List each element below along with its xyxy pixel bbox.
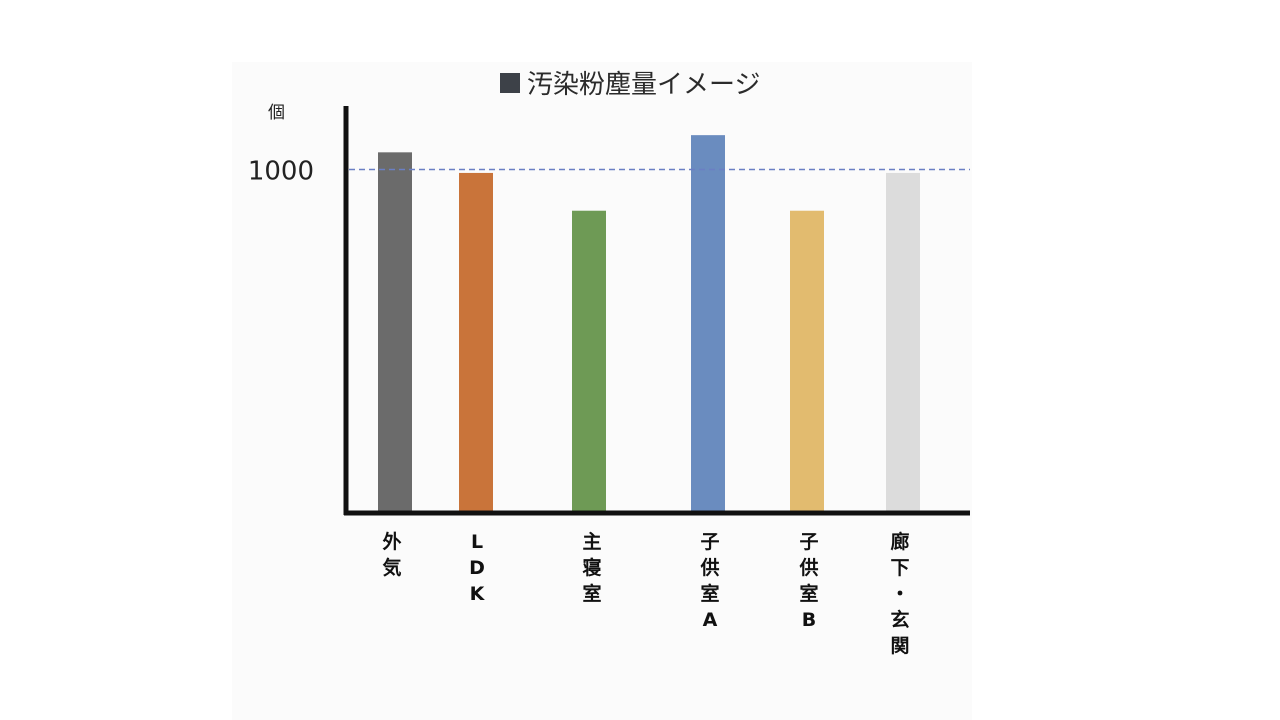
category-label-char: 寝 bbox=[582, 556, 601, 579]
category-label-char: A bbox=[703, 609, 718, 631]
chart-title: 汚染粉塵量イメージ bbox=[527, 70, 760, 100]
category-label-char: D bbox=[469, 557, 485, 579]
category-label-char: 廊 bbox=[890, 530, 909, 553]
chart-panel: 汚染粉塵量イメージ 個 1000 外気 L D K 主寝室子供室 A 子供室 B 廊下・玄関 bbox=[232, 62, 972, 720]
category-label-3: 主寝室 bbox=[582, 531, 601, 605]
category-label-char: 室 bbox=[799, 582, 818, 605]
bar-5 bbox=[790, 210, 824, 513]
bar-2 bbox=[459, 172, 493, 513]
category-label-char: 玄 bbox=[890, 608, 909, 631]
category-label-2: LDK bbox=[469, 531, 486, 605]
category-label-char: 室 bbox=[582, 582, 601, 605]
category-label-1: 外気 bbox=[382, 530, 401, 579]
category-label-char: 下 bbox=[890, 557, 909, 579]
bar-1 bbox=[378, 152, 412, 513]
y-ticks-group: 1000 bbox=[248, 157, 314, 187]
category-label-6: 廊下・玄関 bbox=[890, 530, 909, 657]
bar-3 bbox=[572, 210, 606, 513]
category-label-char: B bbox=[802, 609, 816, 631]
category-label-char: K bbox=[470, 583, 486, 605]
bar-4 bbox=[691, 135, 725, 513]
y-axis-unit-label: 個 bbox=[268, 103, 285, 123]
legend-marker bbox=[500, 73, 520, 93]
category-label-char: 室 bbox=[700, 582, 719, 605]
category-label-char: 気 bbox=[382, 556, 401, 579]
category-label-char: 子 bbox=[700, 531, 719, 553]
category-label-char: 子 bbox=[799, 531, 818, 553]
category-label-char: 関 bbox=[890, 635, 909, 657]
category-label-char: 供 bbox=[798, 556, 818, 579]
chart-title-group: 汚染粉塵量イメージ bbox=[500, 70, 760, 100]
bars-group bbox=[378, 135, 920, 513]
category-label-char: L bbox=[471, 531, 483, 553]
y-tick-label: 1000 bbox=[248, 157, 314, 187]
category-label-char: 主 bbox=[582, 531, 601, 553]
category-label-char: 供 bbox=[699, 556, 719, 579]
bar-6 bbox=[886, 172, 920, 513]
category-label-char: 外 bbox=[382, 530, 401, 553]
category-label-char: ・ bbox=[890, 583, 909, 605]
